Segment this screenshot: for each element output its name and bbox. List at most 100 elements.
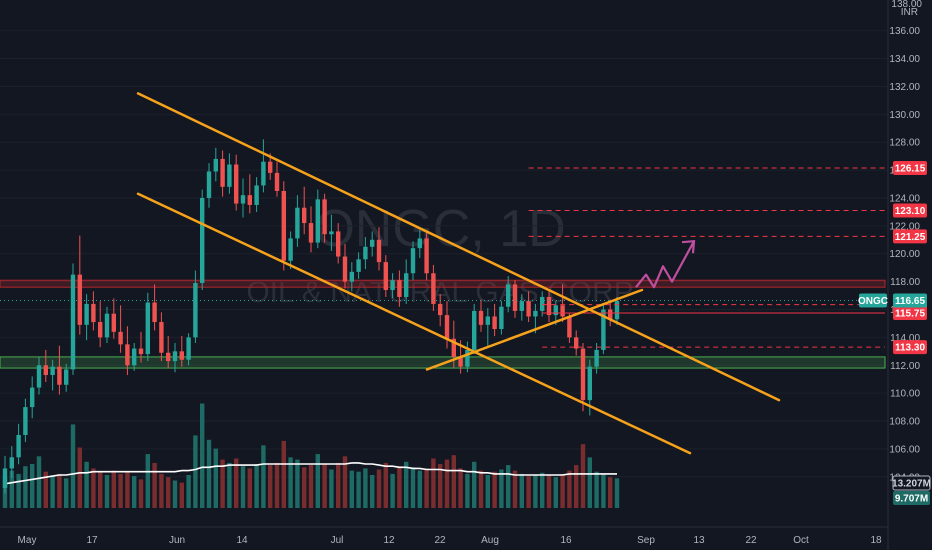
candle-body[interactable] — [329, 231, 334, 235]
candle-body[interactable] — [546, 296, 552, 316]
candle-body[interactable] — [614, 301, 620, 320]
candle-body[interactable] — [526, 301, 531, 317]
candle-body[interactable] — [567, 316, 572, 338]
candle-body[interactable] — [57, 366, 62, 385]
candle-body[interactable] — [43, 365, 48, 376]
candle-body[interactable] — [553, 305, 558, 316]
candle-body[interactable] — [404, 273, 409, 297]
candle-body[interactable] — [125, 344, 130, 366]
candle-body[interactable] — [601, 309, 606, 350]
candle-body[interactable] — [179, 351, 184, 360]
candle-body[interactable] — [172, 351, 178, 362]
candle-body[interactable] — [166, 352, 171, 362]
candle-body[interactable] — [594, 349, 599, 367]
candle-body[interactable] — [322, 199, 327, 235]
candle-body[interactable] — [240, 195, 246, 204]
lower-channel-trendline[interactable] — [136, 192, 692, 455]
trend-lines[interactable] — [136, 92, 781, 455]
candle-body[interactable] — [431, 273, 436, 304]
candle-body[interactable] — [16, 434, 21, 458]
candle-body[interactable] — [533, 310, 538, 317]
candle-body[interactable] — [152, 302, 157, 323]
candle-body[interactable] — [342, 256, 348, 282]
candle-body[interactable] — [302, 207, 307, 224]
candle-body[interactable] — [186, 337, 191, 360]
candle-body[interactable] — [220, 158, 225, 187]
candle-body[interactable] — [315, 199, 320, 243]
candle-body[interactable] — [254, 185, 259, 205]
candle-body[interactable] — [308, 223, 314, 243]
candle-body[interactable] — [281, 191, 286, 261]
candle-body[interactable] — [485, 316, 490, 325]
candle-body[interactable] — [2, 468, 8, 488]
candle-body[interactable] — [77, 274, 82, 325]
candle-body[interactable] — [608, 309, 613, 320]
volume-bar — [608, 477, 613, 508]
candle-body[interactable] — [227, 164, 232, 187]
candle-body[interactable] — [84, 303, 89, 325]
candle-body[interactable] — [370, 239, 375, 247]
candle-body[interactable] — [295, 207, 300, 239]
candle-body[interactable] — [23, 407, 28, 435]
candle-body[interactable] — [247, 195, 252, 205]
breakout-trendline[interactable] — [425, 288, 644, 371]
candle-body[interactable] — [159, 322, 164, 353]
candle-body[interactable] — [458, 356, 463, 367]
candle-body[interactable] — [492, 316, 497, 330]
candle-body[interactable] — [213, 158, 218, 172]
candle-body[interactable] — [200, 197, 205, 284]
candle-body[interactable] — [261, 161, 266, 186]
candle-body[interactable] — [472, 310, 477, 350]
candle-body[interactable] — [349, 271, 354, 282]
upper-channel-trendline[interactable] — [136, 92, 781, 402]
candle-body[interactable] — [336, 231, 341, 257]
candle-body[interactable] — [363, 246, 368, 260]
candle-body[interactable] — [91, 303, 96, 323]
candle-body[interactable] — [30, 387, 35, 408]
candle-body[interactable] — [376, 239, 382, 263]
candle-body[interactable] — [438, 303, 443, 316]
candle-body[interactable] — [111, 313, 116, 332]
candle-body[interactable] — [145, 302, 150, 355]
candle-body[interactable] — [444, 315, 450, 339]
candle-body[interactable] — [560, 305, 565, 317]
candle-body[interactable] — [104, 313, 110, 338]
candle-body[interactable] — [132, 348, 137, 366]
candle-body[interactable] — [50, 366, 55, 376]
candle-body[interactable] — [288, 238, 293, 261]
candle-body[interactable] — [390, 280, 395, 290]
candle-body[interactable] — [540, 296, 545, 311]
candle-body[interactable] — [206, 171, 212, 198]
candle-body[interactable] — [70, 274, 76, 370]
candle-body[interactable] — [506, 284, 511, 307]
candle-body[interactable] — [36, 365, 42, 388]
candle-body[interactable] — [118, 331, 123, 345]
candle-body[interactable] — [478, 310, 484, 325]
candle-body[interactable] — [465, 349, 470, 367]
candle-body[interactable] — [587, 366, 592, 401]
candle-body[interactable] — [98, 322, 103, 338]
candlesticks[interactable] — [2, 139, 620, 494]
candle-body[interactable] — [580, 348, 586, 401]
time-axis[interactable]: May 17 Jun 14 Jul 12 22 Aug 16 Sep 13 22 Oct 18 — [18, 535, 882, 546]
candle-body[interactable] — [499, 306, 504, 330]
candle-body[interactable] — [424, 238, 429, 274]
candle-body[interactable] — [451, 338, 456, 357]
candle-body[interactable] — [274, 172, 280, 192]
projection-arrow[interactable] — [635, 240, 695, 289]
candle-body[interactable] — [410, 248, 416, 274]
candle-body[interactable] — [9, 457, 14, 469]
candle-body[interactable] — [64, 369, 69, 385]
candle-body[interactable] — [193, 283, 198, 338]
candle-body[interactable] — [138, 348, 144, 355]
candle-body[interactable] — [512, 284, 518, 311]
candle-body[interactable] — [397, 280, 402, 297]
candle-body[interactable] — [574, 337, 579, 349]
candle-body[interactable] — [268, 161, 273, 173]
candle-body[interactable] — [417, 238, 422, 249]
candle-body[interactable] — [356, 259, 361, 272]
candle-body[interactable] — [234, 164, 239, 204]
candle-body[interactable] — [383, 262, 388, 290]
candle-body[interactable] — [519, 301, 524, 311]
